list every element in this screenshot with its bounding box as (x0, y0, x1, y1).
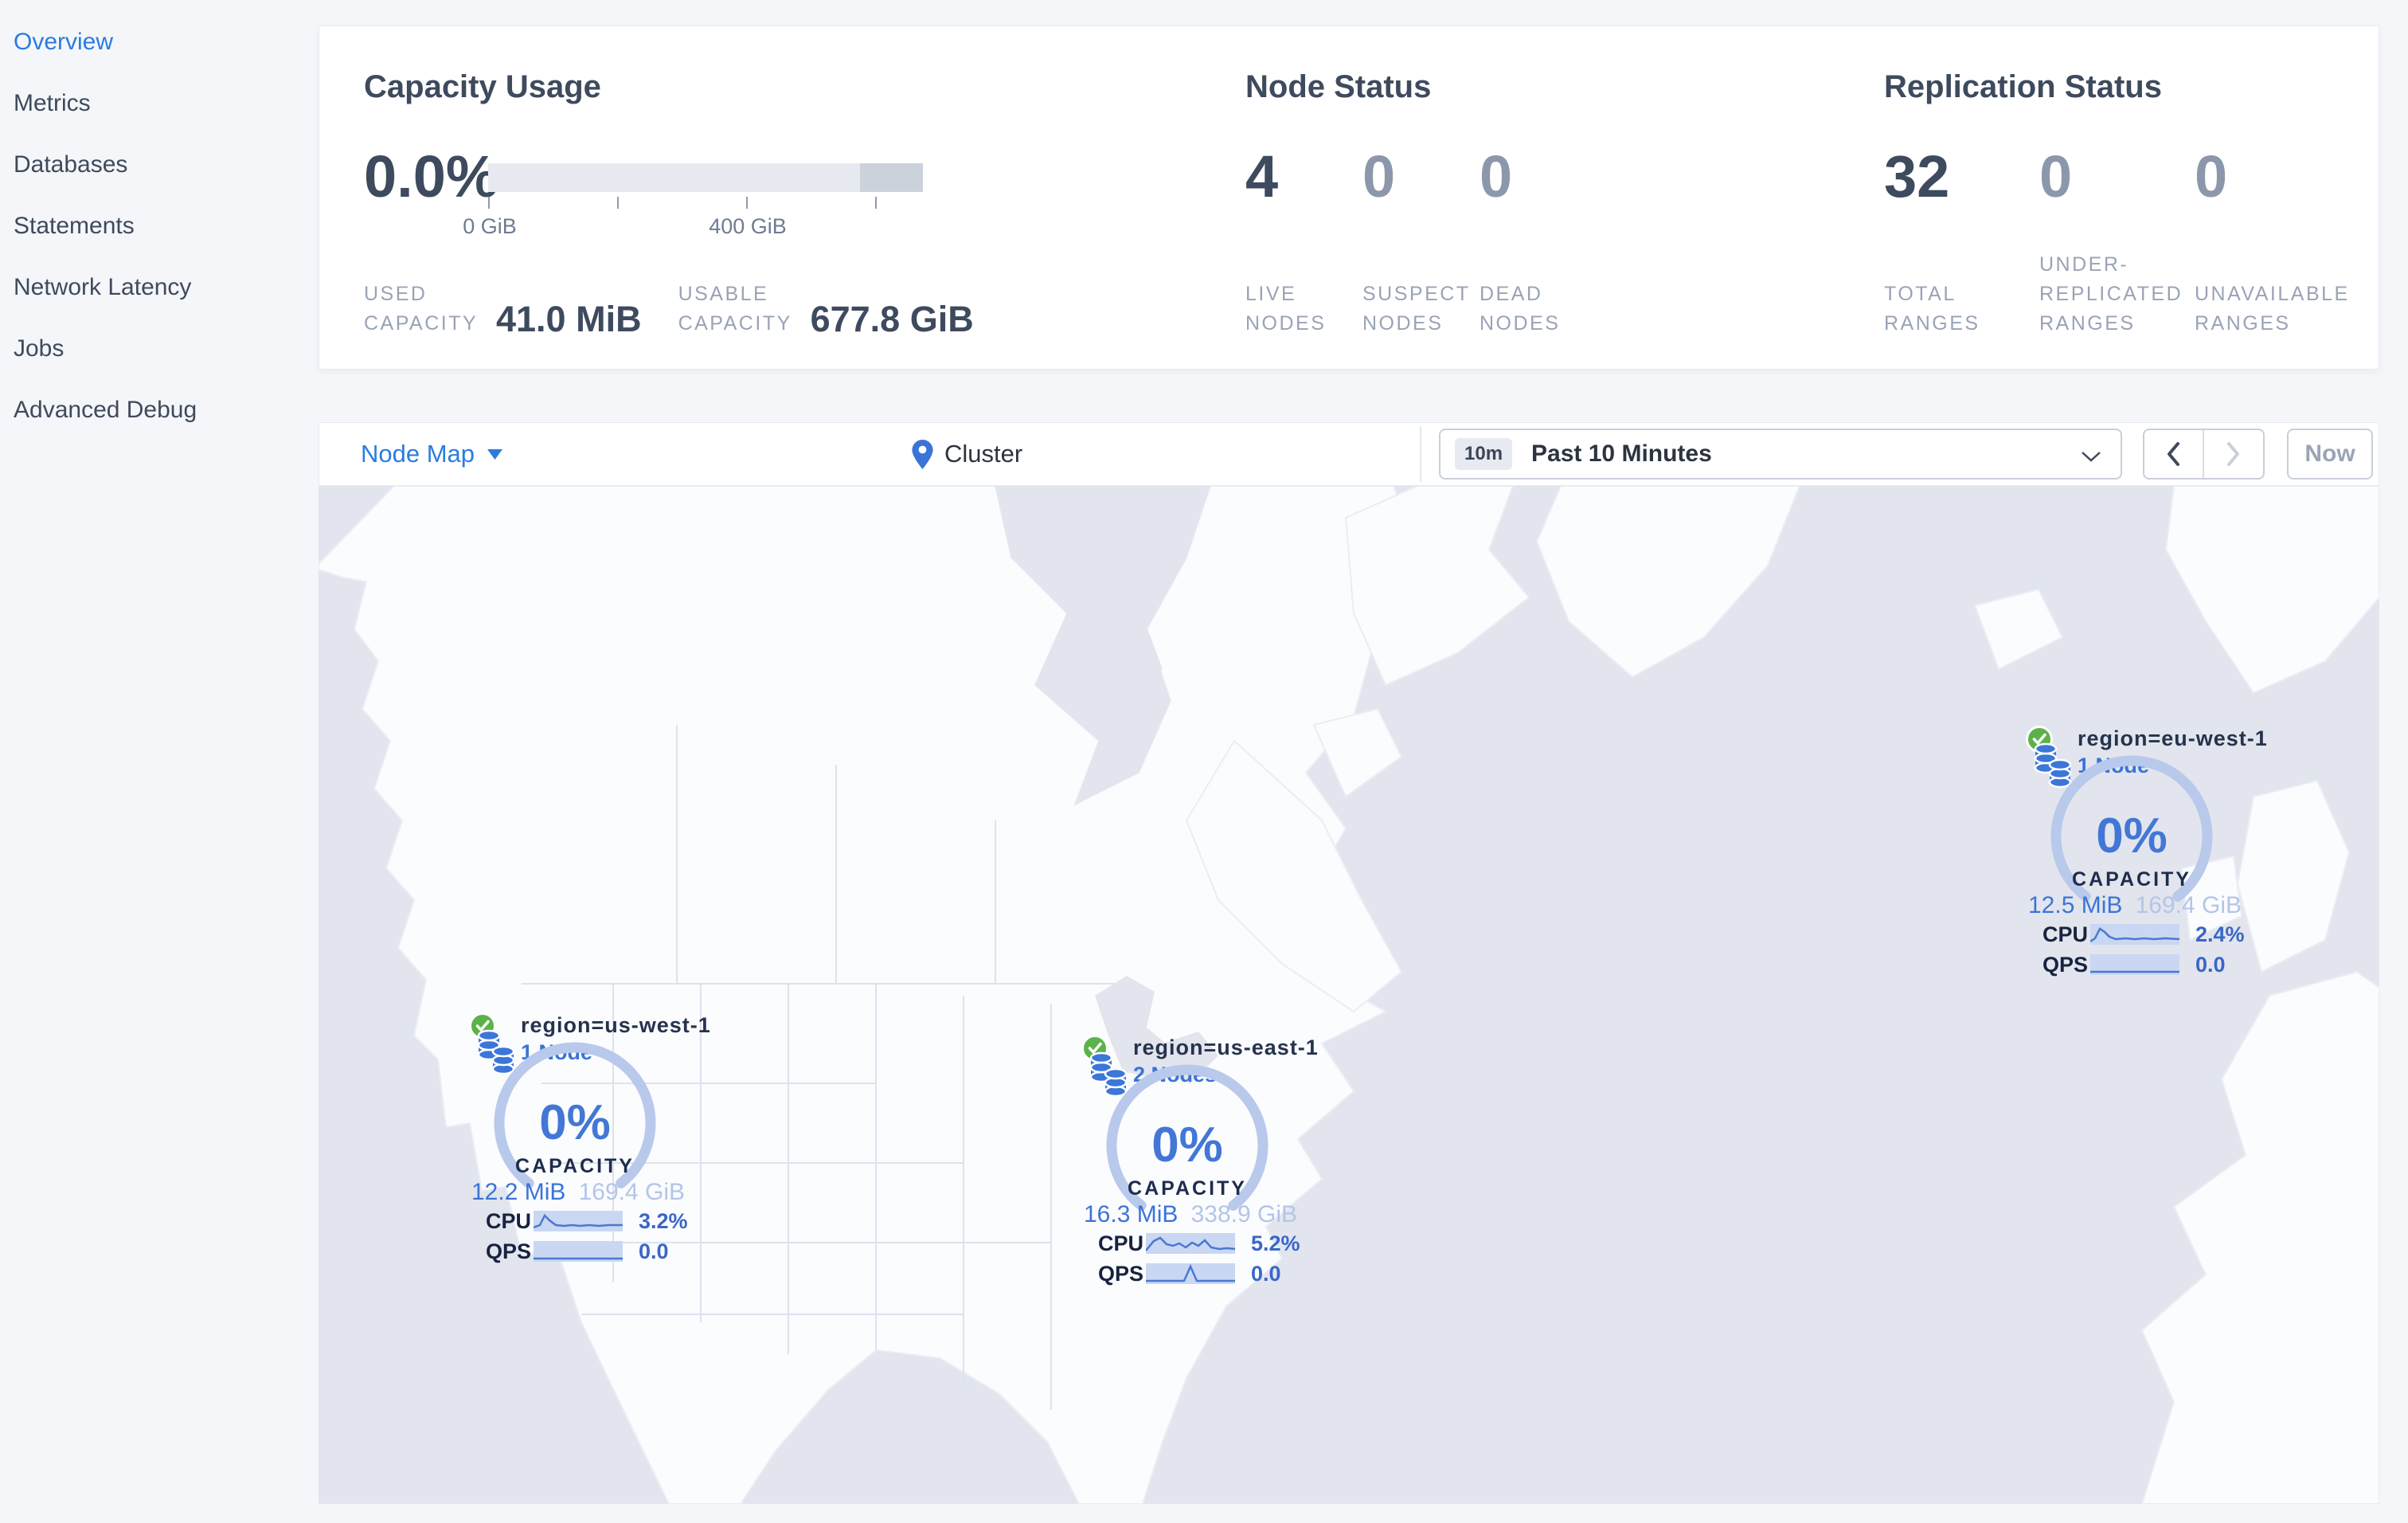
capacity-gauge-label: CAPACITY (515, 1155, 635, 1177)
cpu-label: CPU (1098, 1231, 1144, 1255)
cpu-label: CPU (486, 1208, 532, 1233)
qps-value: 0.0 (1251, 1261, 1281, 1286)
time-range-dropdown[interactable]: 10m Past 10 Minutes (1439, 429, 2122, 480)
sidebar-item-overview[interactable]: Overview (14, 28, 114, 55)
qps-sparkline (1146, 1263, 1235, 1284)
cluster-summary-card: Capacity Usage 0.0% 0 GiB 400 GiB USED C… (319, 25, 2379, 370)
time-prev-button[interactable] (2144, 430, 2204, 478)
capacity-gauge-arc (1106, 1064, 1268, 1227)
time-step-buttons (2143, 429, 2265, 480)
region-marker-header[interactable] (468, 1012, 515, 1075)
database-stack-icon (2034, 742, 2072, 789)
region-title: region=us-east-1 (1133, 1036, 1319, 1059)
breadcrumb-cluster[interactable]: Cluster (912, 423, 1022, 485)
cpu-sparkline (534, 1211, 623, 1231)
map-toolbar: Node Map Cluster 10m Past 10 Minutes Now (319, 422, 2379, 486)
usable-capacity: 169.4 GiB (2135, 892, 2242, 918)
capacity-usage-title: Capacity Usage (364, 69, 601, 104)
used-capacity-label: USED CAPACITY (364, 283, 479, 335)
view-mode-dropdown[interactable]: Node Map (361, 423, 503, 485)
caret-down-icon (487, 448, 503, 460)
sidebar-item-databases[interactable]: Databases (14, 151, 128, 178)
qps-value: 0.0 (639, 1239, 669, 1263)
unavailable-ranges-value: 0 (2195, 143, 2228, 209)
total-ranges-label: TOTAL RANGES (1884, 283, 1980, 335)
region-title: region=eu-west-1 (2078, 726, 2268, 750)
cpu-value: 5.2% (1251, 1231, 1300, 1255)
capacity-gauge-arc (494, 1042, 656, 1204)
sidebar: Overview Metrics Databases Statements Ne… (0, 0, 319, 440)
capacity-gauge-arc (2050, 755, 2213, 918)
chevron-down-icon (2082, 452, 2101, 462)
world-map-graphic (319, 486, 2379, 1504)
capacity-gauge-label: CAPACITY (2072, 868, 2191, 891)
used-capacity: 16.3 MiB (1084, 1201, 1179, 1227)
database-stack-icon (1089, 1051, 1128, 1098)
used-capacity: 12.2 MiB (471, 1179, 566, 1205)
capacity-bar-reserved-segment (859, 163, 923, 192)
dead-nodes-label: DEAD NODES (1480, 283, 1561, 335)
capacity-percent: 0.0% (364, 143, 498, 209)
live-nodes-label: LIVE NODES (1245, 283, 1327, 335)
time-range-badge: 10m (1455, 438, 1513, 470)
chevron-right-icon (2227, 442, 2240, 466)
time-next-button[interactable] (2204, 430, 2264, 478)
unavailable-ranges-label: UNAVAILABLE RANGES (2195, 283, 2350, 335)
toolbar-divider (1420, 426, 1421, 482)
total-ranges-value: 32 (1884, 143, 1950, 209)
region-marker-header[interactable] (2025, 725, 2072, 789)
sidebar-item-advanced-debug[interactable]: Advanced Debug (14, 396, 197, 423)
cpu-value: 2.4% (2195, 922, 2245, 946)
capacity-tick (617, 197, 619, 209)
cpu-label: CPU (2042, 922, 2089, 946)
capacity-tick (488, 197, 490, 209)
qps-label: QPS (2042, 952, 2089, 977)
replication-status-title: Replication Status (1884, 69, 2162, 104)
under-replicated-ranges-label: UNDER-REPLICATED RANGES (2039, 253, 2183, 335)
capacity-tick-label: 0 GiB (463, 214, 517, 238)
usable-capacity-value: 677.8 GiB (810, 299, 974, 339)
under-replicated-ranges-value: 0 (2039, 143, 2073, 209)
location-pin-icon (912, 439, 933, 469)
region-marker-header[interactable] (1081, 1034, 1128, 1098)
cpu-sparkline (2090, 924, 2179, 945)
capacity-gauge-label: CAPACITY (1128, 1177, 1247, 1200)
view-mode-label: Node Map (361, 440, 475, 468)
dead-nodes-value: 0 (1480, 143, 1513, 209)
cpu-sparkline (1146, 1233, 1235, 1254)
now-button[interactable]: Now (2287, 429, 2373, 480)
qps-value: 0.0 (2195, 952, 2226, 977)
qps-label: QPS (1098, 1261, 1144, 1286)
capacity-bar (488, 163, 923, 192)
qps-sparkline (2090, 954, 2179, 975)
suspect-nodes-label: SUSPECT NODES (1362, 283, 1471, 335)
capacity-tick (746, 197, 748, 209)
qps-label: QPS (486, 1239, 532, 1263)
node-status-title: Node Status (1245, 69, 1432, 104)
sidebar-item-metrics[interactable]: Metrics (14, 89, 91, 116)
usable-capacity: 338.9 GiB (1190, 1201, 1297, 1227)
breadcrumb-label: Cluster (944, 440, 1023, 468)
sidebar-item-jobs[interactable]: Jobs (14, 335, 64, 362)
cpu-value: 3.2% (639, 1208, 688, 1233)
sidebar-item-statements[interactable]: Statements (14, 212, 135, 239)
time-range-label: Past 10 Minutes (1531, 440, 1712, 467)
chevron-left-icon (2167, 442, 2179, 466)
usable-capacity-label: USABLE CAPACITY (678, 283, 792, 335)
capacity-gauge-percent: 0% (539, 1095, 611, 1150)
usable-capacity: 169.4 GiB (578, 1179, 685, 1205)
capacity-tick-label: 400 GiB (709, 214, 787, 238)
qps-sparkline (534, 1241, 623, 1262)
sidebar-item-network-latency[interactable]: Network Latency (14, 273, 192, 300)
capacity-gauge-percent: 0% (1151, 1118, 1223, 1173)
database-stack-icon (477, 1029, 515, 1075)
node-map: region=us-west-1 1 Node 0% CAPACITY 12.2… (319, 486, 2379, 1504)
suspect-nodes-value: 0 (1362, 143, 1396, 209)
used-capacity-value: 41.0 MiB (496, 299, 642, 339)
capacity-tick (875, 197, 877, 209)
region-title: region=us-west-1 (521, 1013, 711, 1037)
used-capacity: 12.5 MiB (2028, 892, 2123, 918)
live-nodes-value: 4 (1245, 143, 1279, 209)
capacity-gauge-percent: 0% (2096, 808, 2168, 863)
